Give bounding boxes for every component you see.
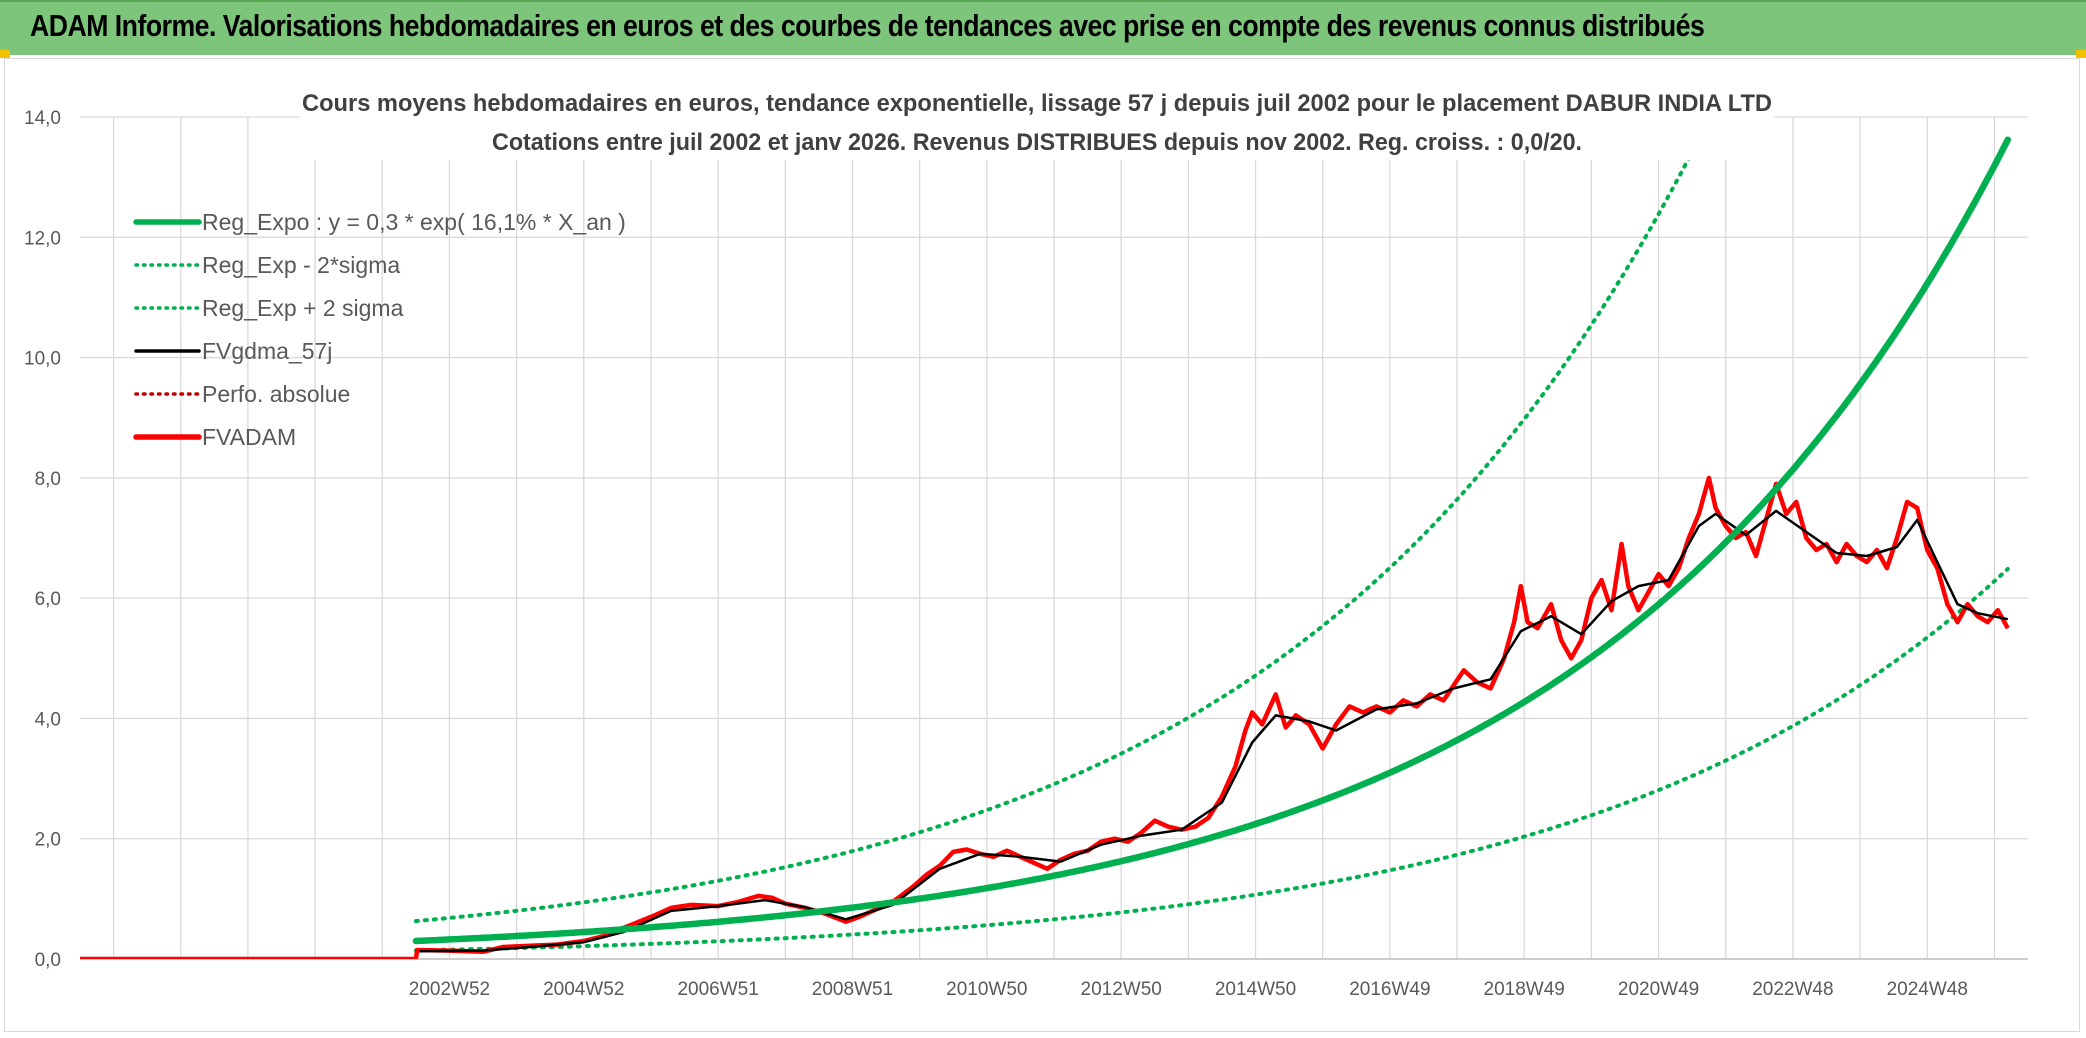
corner-accent-left (0, 50, 10, 58)
y-tick-label: 10,0 (24, 349, 61, 370)
series-group (80, 117, 2012, 959)
chart-title-line1: Cours moyens hebdomadaires en euros, ten… (302, 90, 1772, 117)
legend-label: Reg_Exp + 2 sigma (202, 295, 404, 321)
y-tick-label: 4,0 (35, 709, 61, 730)
x-tick-label: 2020W49 (1618, 979, 1699, 1000)
x-tick-label: 2006W51 (677, 979, 758, 1000)
series-fvgdma-57j (419, 509, 2009, 953)
y-tick-label: 8,0 (35, 469, 61, 490)
chart-frame (4, 58, 2080, 1032)
corner-accent-right (2076, 50, 2086, 58)
y-tick-label: 0,0 (35, 950, 61, 971)
y-tick-label: 6,0 (35, 589, 61, 610)
x-tick-label: 2010W50 (946, 979, 1027, 1000)
legend-label: Reg_Exp - 2*sigma (202, 252, 400, 278)
legend-label: Perfo. absolue (202, 381, 350, 407)
y-tick-label: 12,0 (24, 228, 61, 249)
series-reg-expo (412, 136, 2012, 945)
chart-title-line2: Cotations entre juil 2002 et janv 2026. … (492, 129, 1582, 156)
x-tick-label: 2008W51 (812, 979, 893, 1000)
x-tick-label: 2002W52 (409, 979, 490, 1000)
report-header: ADAM Informe. Valorisations hebdomadaire… (0, 0, 2086, 55)
x-tick-label: 2018W49 (1484, 979, 1565, 1000)
legend-label: Reg_Expo : y = 0,3 * exp( 16,1% * X_an ) (202, 209, 626, 235)
legend-label: FVgdma_57j (202, 338, 332, 364)
report-title: ADAM Informe. Valorisations hebdomadaire… (30, 8, 1705, 43)
x-tick-label: 2016W49 (1349, 979, 1430, 1000)
x-tick-label: 2004W52 (543, 979, 624, 1000)
x-tick-label: 2012W50 (1081, 979, 1162, 1000)
series-reg-exp-minus-2-sigma (413, 566, 2010, 953)
x-tick-label: 2024W48 (1887, 979, 1968, 1000)
x-tick-label: 2014W50 (1215, 979, 1296, 1000)
y-tick-label: 2,0 (35, 830, 61, 851)
legend-label: FVADAM (202, 424, 296, 450)
x-tick-label: 2022W48 (1752, 979, 1833, 1000)
chart-title-background (300, 80, 1774, 160)
y-tick-label: 14,0 (24, 108, 61, 129)
